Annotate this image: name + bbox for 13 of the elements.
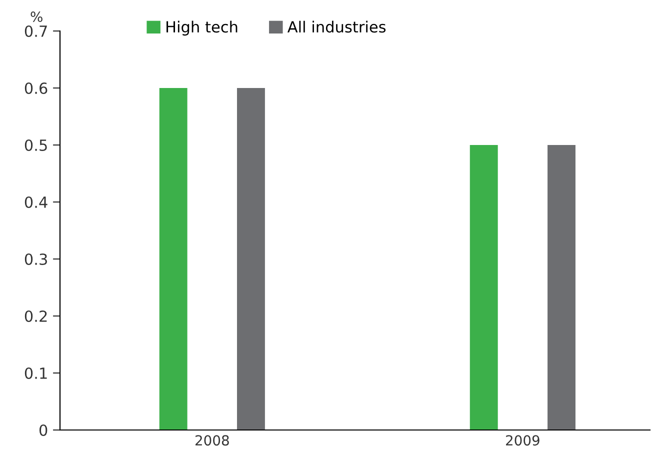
y-tick-label: 0.3 — [24, 253, 47, 266]
x-tick-label: 2008 — [196, 435, 229, 446]
y-tick-label: 0 — [39, 424, 48, 436]
y-tick-label: 0.2 — [24, 310, 47, 322]
y-tick-label: 0.1 — [24, 367, 47, 380]
y-tick-label: 0.6 — [24, 82, 48, 94]
y-tick-label: 0.7 — [24, 25, 47, 38]
y-tick-label: 0.5 — [24, 139, 47, 152]
y-axis-title: % — [30, 12, 42, 22]
legend-label: All industries — [287, 20, 386, 33]
x-tick-label: 2009 — [506, 435, 540, 446]
legend-label: High tech — [166, 20, 238, 36]
y-tick-label: 0.4 — [24, 196, 48, 208]
